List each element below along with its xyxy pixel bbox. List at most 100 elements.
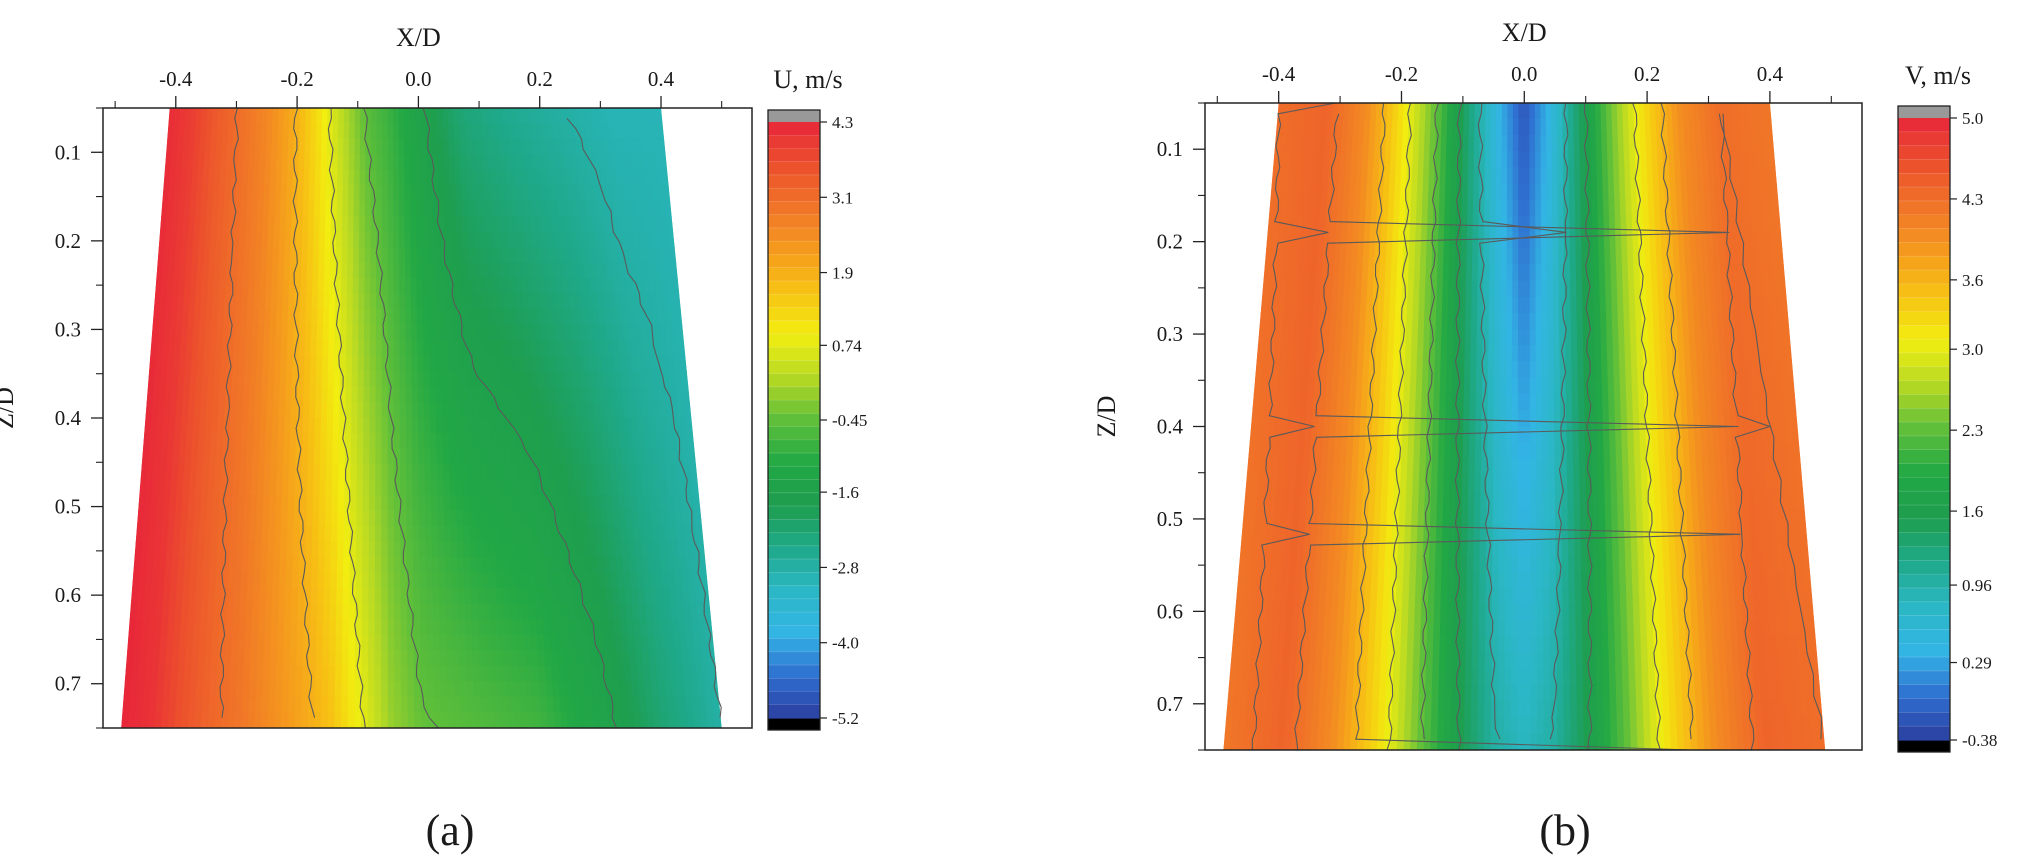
- colorbar-band: [1898, 643, 1950, 658]
- x-tick-label: -0.2: [1385, 62, 1418, 86]
- panel-b: -0.4 -0.2 0.0 0.2 0.4X/D0.10.20.30.40.50.60.…: [1092, 18, 1997, 855]
- colorbar-tick-label: 4.3: [1962, 190, 1983, 209]
- x-tick-label: -0.2: [280, 67, 313, 91]
- contour-line: [1549, 102, 1569, 740]
- colorbar-title: V, m/s: [1905, 61, 1971, 90]
- x-tick-label: -0.4: [159, 67, 193, 91]
- y-axis: 0.1 0.2 0.3 0.4 0.5 0.6 0.7 Z/D: [1092, 102, 1205, 751]
- colorbar-under-cap: [768, 718, 820, 730]
- colorbar-band: [768, 598, 820, 613]
- colorbar-tick-label: -2.8: [832, 558, 859, 577]
- colorbar-band: [1898, 435, 1950, 451]
- colorbar-band: [1898, 601, 1950, 617]
- colorbar-band: [768, 413, 820, 428]
- y-tick-label: 0.4: [1157, 415, 1184, 439]
- y-tick-label: 0.2: [1157, 230, 1183, 254]
- colorbar-band: [1898, 726, 1950, 741]
- colorbar-band: [1898, 546, 1950, 561]
- colorbar-tick-label: -0.45: [832, 411, 867, 430]
- contour-lines: [1251, 102, 1823, 751]
- colorbar-band: [768, 466, 820, 481]
- y-tick-label: 0.5: [55, 495, 81, 519]
- colorbar-tick-label: -1.6: [832, 483, 859, 502]
- x-axis: -0.4 -0.2 0.0 0.2 0.4 X/D: [1216, 18, 1832, 103]
- colorbar-band: [768, 122, 820, 136]
- colorbar-tick-label: -0.38: [1962, 731, 1997, 750]
- y-axis: 0.1 0.2 0.3 0.4 0.5 0.6 0.7 Z/D: [0, 107, 103, 729]
- contour-line: [1454, 102, 1463, 751]
- colorbar-band: [1898, 670, 1950, 686]
- colorbar-band: [768, 585, 820, 600]
- colorbar: 5.0 4.3 3.6 3.0 2.3 1.6 0.96 0.29 -0.38 V, m/s: [1897, 61, 1997, 753]
- colorbar-band: [768, 506, 820, 520]
- colorbar-band: [768, 625, 820, 640]
- y-tick-label: 0.6: [1157, 599, 1183, 623]
- colorbar-band: [768, 373, 820, 388]
- contour-line: [1632, 102, 1661, 751]
- colorbar-band: [1898, 256, 1950, 271]
- colorbar-band: [768, 254, 820, 269]
- colorbar-band: [1898, 283, 1950, 299]
- colorbar-band: [1898, 380, 1950, 396]
- colorbar-band: [1898, 200, 1950, 216]
- colorbar-band: [768, 174, 820, 189]
- x-tick-label: 0.4: [648, 67, 675, 91]
- colorbar-band: [1898, 366, 1950, 382]
- contour-line: [566, 117, 722, 718]
- colorbar-band: [768, 704, 820, 719]
- colorbar-tick-label: 3.6: [1962, 271, 1983, 290]
- colorbar-band: [1898, 518, 1950, 534]
- colorbar-band: [768, 135, 820, 150]
- colorbar-tick-label: 0.74: [832, 336, 862, 355]
- contour-line: [1420, 102, 1440, 740]
- colorbar-band: [768, 651, 820, 666]
- colorbar-band: [1898, 491, 1950, 506]
- y-tick-label: 0.1: [55, 140, 81, 164]
- x-axis-title: X/D: [396, 23, 441, 52]
- panel-label: (b): [1539, 806, 1590, 855]
- y-tick-label: 0.2: [55, 229, 81, 253]
- colorbar-band: [768, 201, 820, 216]
- y-tick-label: 0.4: [55, 406, 82, 430]
- y-tick-label: 0.1: [1157, 137, 1183, 161]
- contour-line: [1718, 113, 1772, 751]
- colorbar-title: U, m/s: [773, 65, 842, 94]
- y-axis-title: Z/D: [1092, 396, 1121, 438]
- colorbar-band: [768, 280, 820, 295]
- contour-line: [1583, 102, 1593, 751]
- contour-line: [219, 107, 239, 718]
- colorbar-band: [768, 519, 820, 534]
- colorbar-tick-label: -4.0: [832, 634, 859, 653]
- colorbar-band: [768, 307, 820, 322]
- colorbar-band: [768, 386, 820, 401]
- contour-line: [292, 107, 316, 718]
- colorbar-frame: [1897, 105, 1951, 753]
- x-tick-label: -0.4: [1262, 62, 1296, 86]
- colorbar-band: [768, 188, 820, 203]
- colorbar-band: [1898, 297, 1950, 313]
- colorbar-band: [1898, 311, 1950, 326]
- colorbar-band: [768, 532, 820, 547]
- x-tick-label: 0.4: [1757, 62, 1784, 86]
- panel-a: -0.4 -0.2 0.0 0.2 0.4X/D0.10.20.30.40.50.60.…: [0, 23, 867, 855]
- colorbar-tick-label: 2.3: [1962, 421, 1983, 440]
- colorbar-band: [768, 691, 820, 706]
- contour-line: [327, 107, 366, 729]
- colorbar: 4.3 3.1 1.9 0.74 -0.45 -1.6 -2.8 -4.0 -5.2 U, m/s: [767, 65, 867, 731]
- colorbar-band: [768, 572, 820, 587]
- colorbar-band: [1898, 587, 1950, 603]
- colorbar-band: [1898, 422, 1950, 437]
- colorbar-band: [1898, 118, 1950, 133]
- contour-line: [1477, 102, 1567, 740]
- colorbar-band: [1898, 477, 1950, 492]
- y-tick-label: 0.3: [1157, 322, 1183, 346]
- x-tick-label: 0.0: [405, 67, 431, 91]
- colorbar-band: [768, 214, 820, 229]
- colorbar-band: [1898, 159, 1950, 174]
- colorbar-band: [1898, 560, 1950, 575]
- y-tick-label: 0.5: [1157, 507, 1183, 531]
- colorbar-band: [1898, 270, 1950, 285]
- colorbar-band: [1898, 339, 1950, 354]
- colorbar-band: [1898, 242, 1950, 257]
